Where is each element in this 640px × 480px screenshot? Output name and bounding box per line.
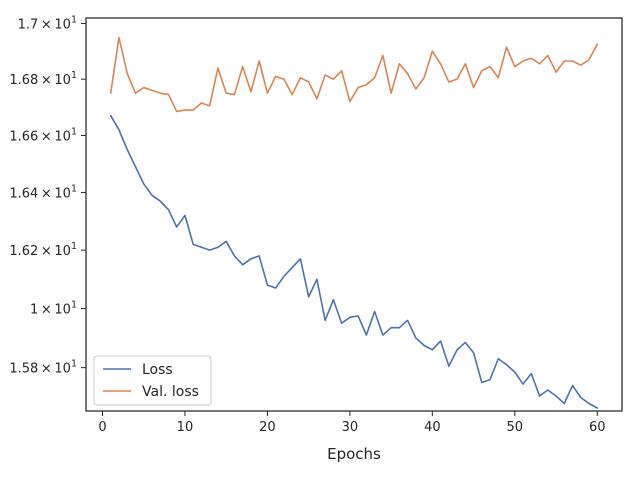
x-tick-label: 20	[259, 420, 276, 435]
series-line-1	[109, 114, 599, 409]
y-tick-times: ×	[38, 244, 54, 259]
x-tick-label: 30	[342, 420, 359, 435]
y-tick-base: 10	[54, 18, 71, 33]
y-tick-mantissa: 1.64	[9, 186, 38, 201]
y-tick-times: ×	[38, 73, 54, 88]
x-tick-label: 60	[589, 420, 606, 435]
plot-frame	[85, 17, 623, 412]
legend: Loss Val. loss	[93, 355, 212, 406]
y-tick-times: ×	[38, 362, 54, 377]
y-tick-exponent: 1	[71, 70, 77, 81]
legend-label: Val. loss	[142, 384, 199, 400]
x-axis-label: Epochs	[327, 445, 381, 463]
y-tick-label: 1.58 × 101	[9, 359, 77, 377]
y-tick-label: 1.64 × 101	[9, 183, 77, 201]
series-layer	[109, 36, 599, 409]
x-tick-label: 50	[507, 420, 524, 435]
y-tick-times: ×	[38, 18, 54, 33]
y-tick-mantissa: 1.7	[18, 18, 39, 33]
x-tick-label: 0	[98, 420, 106, 435]
y-tick-mantissa: 1.58	[9, 362, 38, 377]
y-tick-times: ×	[38, 303, 54, 318]
y-tick-label: 1.62 × 101	[9, 241, 77, 259]
y-tick-label: 1 × 101	[30, 300, 77, 318]
series-line-2	[109, 36, 599, 113]
y-tick-base: 10	[54, 129, 71, 144]
y-tick-base: 10	[54, 186, 71, 201]
y-tick-base: 10	[54, 244, 71, 259]
y-tick-mantissa: 1.66	[9, 129, 38, 144]
y-tick-mantissa: 1.68	[9, 73, 38, 88]
y-tick-times: ×	[38, 129, 54, 144]
y-tick-label: 1.66 × 101	[9, 126, 77, 144]
y-tick-label: 1.68 × 101	[9, 70, 77, 88]
y-tick-base: 10	[54, 362, 71, 377]
y-tick-base: 10	[54, 303, 71, 318]
y-tick-exponent: 1	[71, 15, 77, 26]
y-tick-mantissa: 1.62	[9, 244, 38, 259]
y-tick-exponent: 1	[71, 359, 77, 370]
legend-label: Loss	[142, 362, 173, 378]
x-tick-label: 40	[424, 420, 441, 435]
y-tick-exponent: 1	[71, 183, 77, 194]
y-tick-times: ×	[38, 186, 54, 201]
x-tick-label: 10	[177, 420, 194, 435]
y-tick-base: 10	[54, 73, 71, 88]
y-tick-exponent: 1	[71, 241, 77, 252]
y-tick-mantissa: 1	[30, 303, 38, 318]
y-tick-label: 1.7 × 101	[18, 15, 77, 33]
y-tick-exponent: 1	[71, 126, 77, 137]
y-tick-exponent: 1	[71, 300, 77, 311]
x-ticks: 0 10 20 30 40 50 60	[98, 411, 606, 435]
